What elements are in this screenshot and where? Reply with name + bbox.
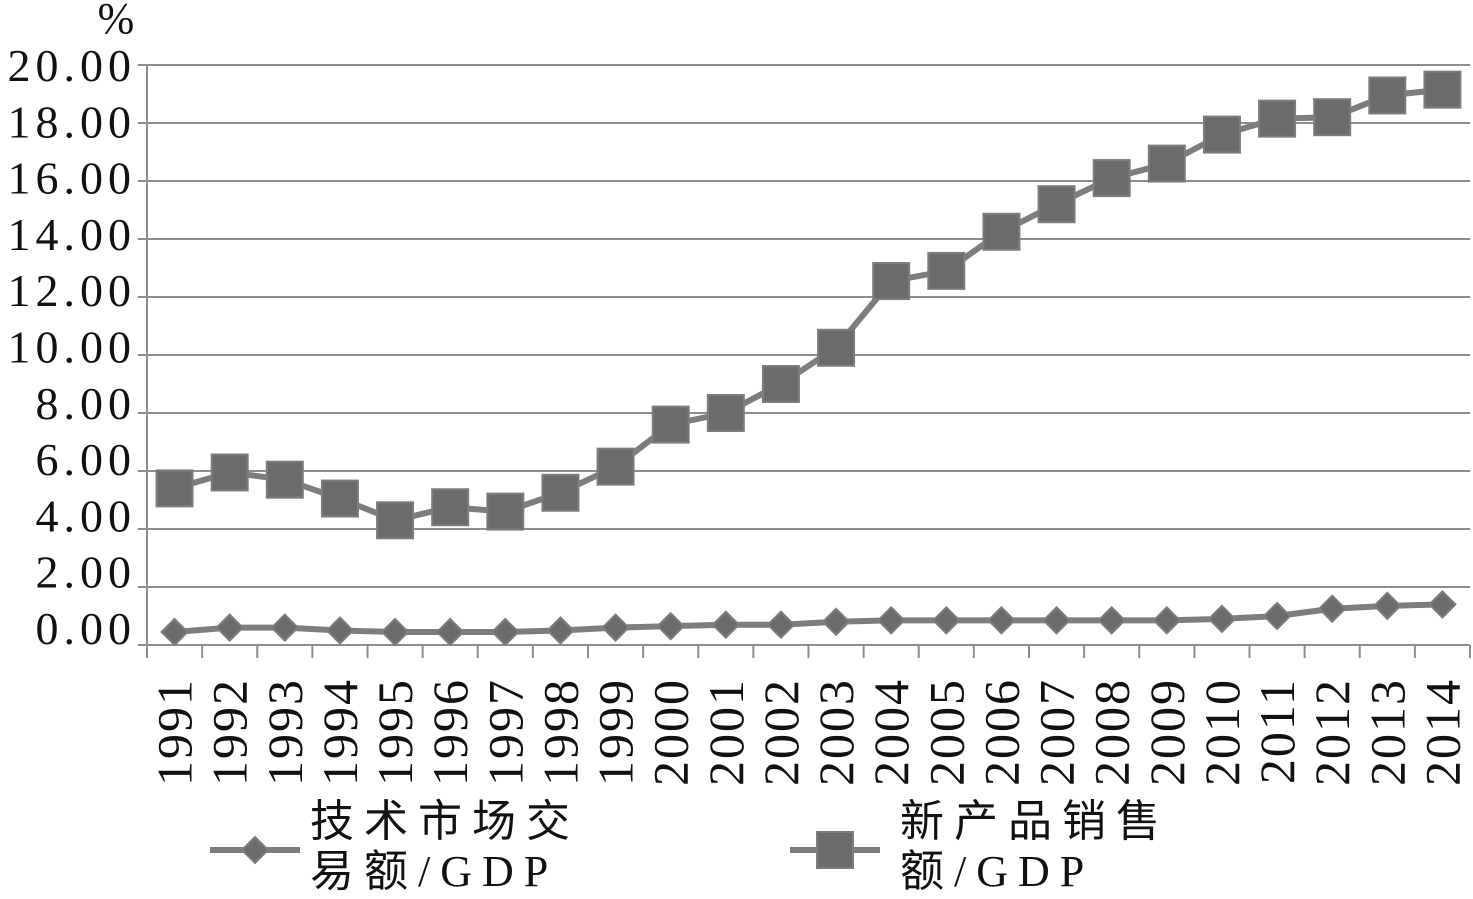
new-product-sales-point <box>1423 70 1462 109</box>
x-tick-label: 2005 <box>918 678 974 786</box>
x-tick-label: 1993 <box>257 678 313 786</box>
x-tick-label: 2002 <box>753 678 809 786</box>
y-axis-unit-label: % <box>98 0 135 43</box>
x-tick-label: 1995 <box>367 678 423 786</box>
x-tick-label: 1999 <box>588 678 644 786</box>
x-tick-label: 1991 <box>147 678 203 786</box>
x-tick-label: 2010 <box>1194 678 1250 786</box>
tech-market-transaction-point <box>1317 594 1347 624</box>
tech-market-transaction-point <box>435 617 465 647</box>
x-tick-label: 1994 <box>312 678 368 786</box>
new-product-sales-point <box>265 460 304 499</box>
tech-market-transaction-point <box>325 616 355 645</box>
x-tick-label: 1996 <box>422 678 478 786</box>
y-tick-label: 8.00 <box>36 378 137 429</box>
x-tick-label: 2008 <box>1084 678 1140 786</box>
y-tick-label: 0.00 <box>36 603 137 654</box>
x-tick-label: 2006 <box>973 678 1029 786</box>
tech-market-transaction-point <box>876 605 906 635</box>
new-product-sales-point <box>927 251 966 290</box>
new-product-sales-point <box>706 394 745 432</box>
tech-market-transaction-point <box>1042 605 1071 635</box>
new-product-sales-point <box>1313 98 1352 137</box>
tech-market-transaction-point <box>160 617 189 647</box>
tech-market-transaction-point <box>711 610 741 640</box>
tech-market-transaction-point <box>987 605 1016 635</box>
tech-market-transaction-point <box>380 617 410 647</box>
new-product-sales-point <box>431 488 470 527</box>
new-product-sales-point <box>1092 159 1131 198</box>
axes <box>138 64 1471 658</box>
x-tick-label: 1997 <box>477 678 533 786</box>
y-tick-label: 6.00 <box>36 434 137 485</box>
new-product-sales-point <box>761 365 800 403</box>
new-product-sales-point <box>1037 185 1076 224</box>
new-product-sales-point <box>210 453 249 492</box>
tech-market-transaction-point <box>546 616 575 645</box>
tech-market-transaction-point <box>490 617 520 647</box>
new-product-sales-point <box>320 479 359 518</box>
x-tick-label: 1992 <box>202 678 258 786</box>
new-product-sales-line <box>173 86 1443 524</box>
y-tick-label: 14.00 <box>8 209 137 260</box>
tech-market-transaction-point <box>1207 604 1237 634</box>
new-product-sales-point <box>982 212 1021 251</box>
x-tick-label: 2013 <box>1359 678 1415 786</box>
tech-market-transaction-point <box>821 607 851 637</box>
data-series <box>155 70 1462 647</box>
legend-label-tech-market-transaction: 技术市场交易额/GDP <box>310 797 580 896</box>
x-tick-labels: 1991 1992 1993 1994 1995 1996 1997 1998 1999 2000… <box>147 678 1471 786</box>
legend-new-product-sales-marker <box>816 831 854 869</box>
tech-market-transaction-point <box>1152 605 1182 635</box>
tech-market-transaction-point <box>1262 601 1292 631</box>
gridlines <box>147 64 1470 588</box>
tech-market-transaction-point <box>270 613 300 643</box>
new-product-sales-point <box>872 262 911 301</box>
new-product-sales-point <box>1258 99 1297 138</box>
tech-market-transaction-point <box>215 613 245 643</box>
x-tick-label: 2011 <box>1249 678 1305 784</box>
tech-market-transaction-point <box>656 611 686 641</box>
tech-market-transaction-point <box>931 605 961 635</box>
x-tick-label: 2012 <box>1304 678 1360 786</box>
x-tick-label: 2001 <box>698 678 754 786</box>
y-tick-label: 10.00 <box>8 322 137 373</box>
legend-tech-market-transaction-marker <box>240 835 270 865</box>
y-tick-label: 16.00 <box>8 153 137 204</box>
new-product-sales-point <box>596 447 635 486</box>
new-product-sales-point <box>155 469 194 508</box>
new-product-sales-point <box>1202 115 1241 154</box>
tech-market-transaction-line <box>174 601 1443 635</box>
new-product-sales-point <box>1368 76 1407 115</box>
new-product-sales-point <box>651 405 690 444</box>
y-tick-label: 20.00 <box>8 40 137 91</box>
y-tick-label: 12.00 <box>8 265 137 316</box>
x-tick-label: 2014 <box>1414 678 1470 786</box>
x-tick-label: 2004 <box>863 678 919 786</box>
new-product-sales-point <box>486 492 525 531</box>
new-product-sales-point <box>376 501 415 540</box>
new-product-sales-point <box>541 473 580 512</box>
tech-market-transaction-point <box>1372 591 1402 621</box>
x-tick-label: 1998 <box>532 678 588 786</box>
legend-swatches <box>210 831 880 869</box>
y-tick-label: 18.00 <box>8 96 137 147</box>
tech-market-transaction-point <box>1428 589 1457 619</box>
tech-market-transaction-point <box>601 613 630 643</box>
tech-market-transaction-point <box>766 610 796 640</box>
tech-market-transaction-point <box>1097 605 1127 635</box>
y-tick-label: 4.00 <box>36 490 137 541</box>
x-tick-label: 2003 <box>808 678 864 786</box>
x-tick-label: 2009 <box>1139 678 1195 786</box>
legend-label-new-product-sales: 新产品销售额/GDP <box>900 797 1170 896</box>
new-product-sales-point <box>817 328 856 367</box>
x-tick-label: 2007 <box>1029 678 1085 786</box>
y-tick-label: 2.00 <box>36 547 137 598</box>
new-product-sales-point <box>1147 144 1186 183</box>
x-tick-label: 2000 <box>643 678 699 786</box>
